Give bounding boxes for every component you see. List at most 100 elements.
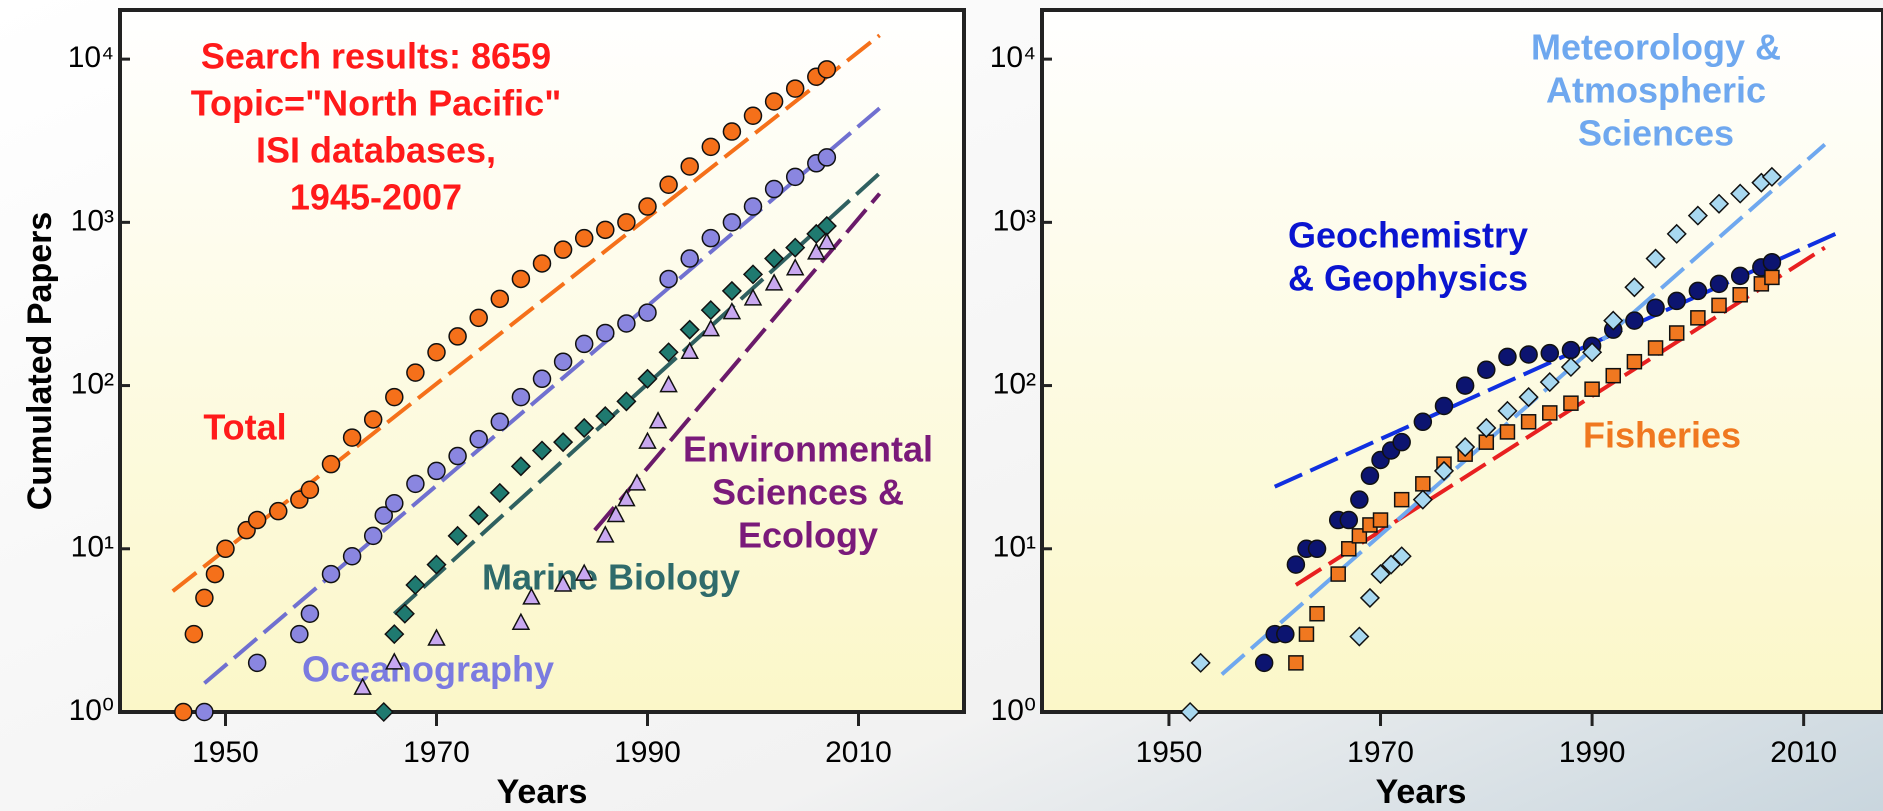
point: [1647, 340, 1664, 356]
point: [638, 303, 657, 322]
point: [574, 563, 594, 581]
point: [1603, 310, 1624, 331]
y-tick-label: 10³: [993, 204, 1036, 237]
point: [807, 242, 826, 260]
series-label: Marine Biology: [482, 557, 740, 598]
point: [469, 429, 488, 449]
point: [448, 446, 467, 466]
point: [817, 60, 837, 79]
point: [1372, 512, 1389, 528]
point: [405, 574, 426, 596]
y-tick-label: 10¹: [993, 531, 1036, 564]
point: [764, 248, 785, 269]
point: [205, 564, 225, 584]
trend-line: [1294, 245, 1826, 587]
point: [785, 258, 805, 276]
point: [1709, 274, 1729, 294]
point: [553, 352, 573, 371]
point: [1413, 412, 1433, 432]
point: [1668, 325, 1685, 341]
point: [1180, 701, 1201, 723]
point: [469, 308, 488, 328]
point: [363, 526, 383, 546]
point: [1688, 281, 1708, 301]
point: [300, 604, 320, 623]
series-label: Meteorology &: [1531, 27, 1781, 68]
point: [511, 387, 531, 407]
point: [1666, 223, 1687, 244]
x-tick-label: 1950: [1136, 736, 1203, 769]
point: [743, 106, 763, 125]
point: [1667, 291, 1686, 311]
y-tick-label: 10⁰: [991, 694, 1036, 727]
point: [743, 288, 763, 306]
point: [321, 564, 341, 584]
point: [532, 254, 552, 273]
point: [427, 628, 446, 646]
point: [1276, 624, 1295, 644]
point: [1626, 353, 1643, 370]
trend-line: [1220, 142, 1827, 676]
x-tick-label: 1990: [1559, 736, 1626, 769]
point: [764, 179, 784, 199]
point: [722, 301, 742, 320]
point: [374, 506, 393, 525]
point: [1605, 367, 1621, 384]
y-axis-title: Cumulated Papers: [21, 212, 59, 511]
point: [1307, 539, 1327, 559]
point: [1732, 287, 1748, 303]
point: [637, 368, 658, 389]
point: [785, 167, 805, 187]
series-label: Oceanography: [302, 649, 554, 690]
series-label: Sciences: [1578, 113, 1734, 154]
point: [1309, 605, 1325, 622]
point: [342, 428, 362, 447]
point: [679, 319, 700, 340]
annotation: ISI databases,: [256, 130, 496, 171]
point: [195, 702, 214, 722]
point: [1762, 252, 1782, 272]
point: [342, 547, 362, 566]
point: [701, 137, 721, 157]
point: [617, 213, 636, 232]
point: [638, 431, 657, 449]
point: [1412, 489, 1433, 510]
trend-line: [203, 106, 881, 685]
point: [722, 213, 742, 232]
y-tick-label: 10⁴: [990, 41, 1036, 74]
point: [531, 440, 553, 461]
point: [648, 411, 668, 429]
point: [617, 489, 636, 507]
point: [1393, 491, 1410, 508]
point: [743, 197, 763, 216]
series-label: Total: [203, 407, 286, 448]
x-tick-label: 1950: [192, 736, 259, 769]
point: [406, 363, 425, 382]
point: [384, 624, 405, 645]
point: [1540, 343, 1560, 363]
point: [627, 473, 647, 491]
point: [490, 289, 510, 309]
series-label: Environmental: [683, 429, 933, 470]
point: [1360, 466, 1380, 486]
point: [1730, 183, 1751, 204]
point: [1497, 400, 1518, 421]
point: [574, 417, 595, 439]
point: [385, 494, 404, 513]
point: [353, 677, 372, 695]
point: [1708, 193, 1730, 214]
point: [427, 461, 446, 481]
point: [1477, 360, 1496, 379]
point: [1330, 566, 1346, 582]
point: [1499, 424, 1516, 440]
point: [617, 314, 636, 333]
point: [373, 701, 394, 723]
point: [680, 341, 699, 360]
point: [1341, 541, 1357, 557]
point: [1286, 555, 1306, 574]
point: [269, 501, 288, 521]
point: [394, 603, 415, 624]
point: [817, 232, 837, 250]
point: [659, 175, 678, 194]
